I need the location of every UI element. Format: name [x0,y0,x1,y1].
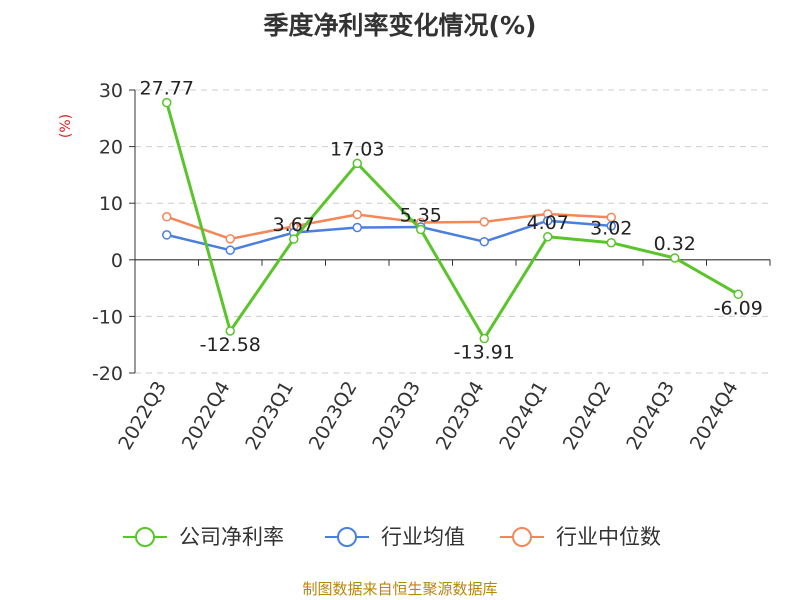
series-line [165,102,739,341]
x-tick-label: 2022Q4 [178,378,235,454]
data-label: 17.03 [330,138,384,160]
gridlines [135,89,770,374]
legend-label: 行业均值 [381,525,465,549]
series-line [166,212,612,241]
y-tick-label: -10 [92,306,123,328]
data-point [352,209,362,220]
y-tick-label: 30 [99,80,123,102]
data-point [479,217,489,227]
y-tick-label: 10 [99,193,123,215]
data-labels: 27.77 -12.58 3.67 17.03 5.35 -13.91 4.07 3.02 0.… [140,78,763,364]
data-point [670,253,680,263]
x-tick-label: 2023Q4 [432,378,489,454]
series-lines [162,97,743,344]
data-point [543,215,553,226]
data-label: 4.07 [527,212,569,234]
chart-title: 季度净利率变化情况(%) [264,11,537,40]
data-point [225,245,235,255]
legend-item-0[interactable]: 公司净利率 [123,525,284,549]
data-point [479,236,489,247]
data-point [543,232,553,242]
data-point [289,234,299,244]
legend-marker-icon [337,527,357,547]
x-tick-label: 2024Q2 [559,378,616,454]
x-tick-label: 2024Q3 [622,378,679,454]
y-axis-unit: (%) [58,114,74,138]
x-tick-label: 2023Q1 [241,378,298,454]
y-tick-label: 0 [111,250,123,272]
legend-marker-icon [512,527,532,547]
data-point [225,326,235,336]
data-label: -6.09 [714,297,763,319]
axes [129,89,771,374]
x-tick-label: 2024Q1 [495,378,552,454]
legend-label: 公司净利率 [179,525,284,549]
data-label: 0.32 [654,233,696,255]
series-line [166,219,612,252]
data-point [225,234,235,244]
legend-item-1[interactable]: 行业均值 [325,525,465,549]
data-label: 3.67 [273,214,315,236]
x-tick-label: 2022Q3 [114,378,171,454]
data-point [416,224,426,235]
data-point [352,222,362,233]
data-label: 27.77 [140,78,194,100]
data-point [479,333,489,344]
y-tick-labels: -20 -10 0 10 20 30 [92,80,123,385]
source-note: 制图数据来自恒生聚源数据库 [302,580,497,598]
legend-marker-icon [135,527,155,547]
legend: 公司净利率 行业均值 行业中位数 [123,525,661,549]
x-tick-label: 2023Q3 [368,378,425,454]
legend-label: 行业中位数 [556,525,661,549]
data-label: -13.91 [454,342,515,364]
data-label: 5.35 [400,205,442,227]
data-point [606,237,616,248]
data-point [352,158,362,169]
x-tick-label: 2024Q4 [686,378,743,454]
data-point [606,221,616,231]
x-tick-label: 2023Q2 [305,378,362,454]
data-label: -12.58 [200,334,261,356]
data-point [733,289,743,300]
x-tick-labels: 2022Q3 2022Q4 2023Q1 2023Q2 2023Q3 2023Q4 2024… [114,378,742,454]
y-tick-label: -20 [92,363,123,385]
data-point [162,97,172,108]
y-tick-label: 20 [99,137,123,159]
data-point [162,230,172,240]
data-point [162,212,172,222]
legend-item-2[interactable]: 行业中位数 [500,525,661,549]
series-0 [162,97,743,344]
data-label: 3.02 [590,218,632,240]
